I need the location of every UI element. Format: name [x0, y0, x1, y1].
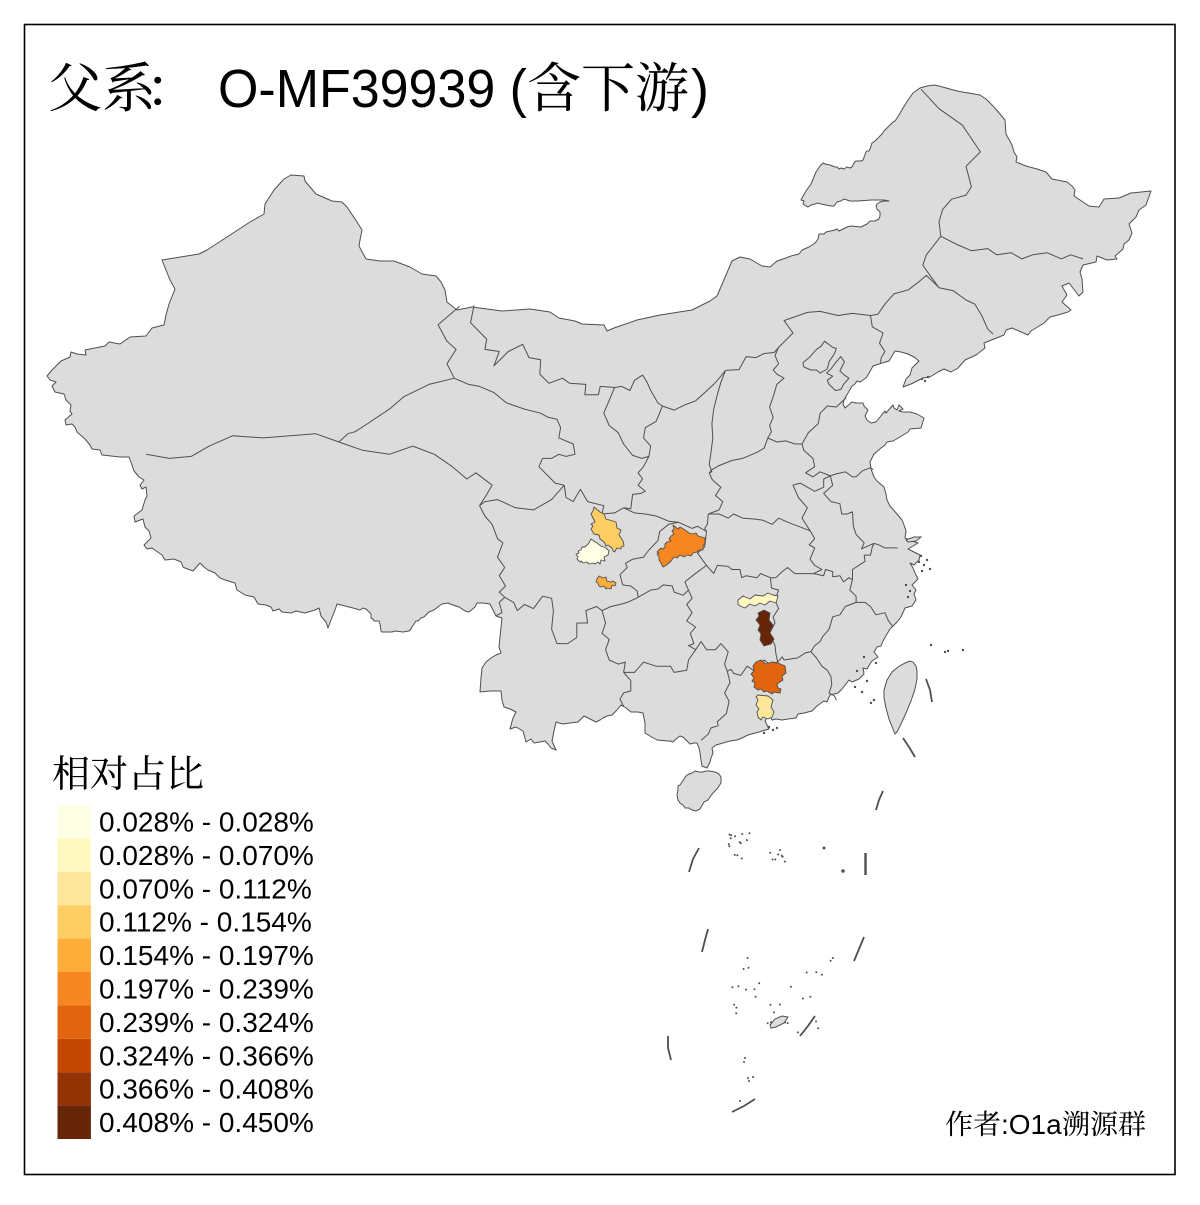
svg-text:0.070% - 0.112%: 0.070% - 0.112%: [99, 873, 312, 904]
svg-text:0.028% - 0.028%: 0.028% - 0.028%: [99, 807, 314, 838]
svg-text:0.408% - 0.450%: 0.408% - 0.450%: [99, 1107, 314, 1138]
svg-text:0.197% - 0.239%: 0.197% - 0.239%: [99, 974, 314, 1005]
svg-text:0.154% - 0.197%: 0.154% - 0.197%: [99, 940, 314, 971]
svg-text:0.028% - 0.070%: 0.028% - 0.070%: [99, 840, 314, 871]
svg-text:0.239% - 0.324%: 0.239% - 0.324%: [99, 1007, 314, 1038]
svg-text:O-MF39939 (: O-MF39939 (: [218, 59, 527, 119]
svg-text:): ): [691, 59, 709, 119]
svg-text:0.324% - 0.366%: 0.324% - 0.366%: [99, 1040, 314, 1071]
svg-text:0.366% - 0.408%: 0.366% - 0.408%: [99, 1074, 314, 1105]
svg-text:0.112% - 0.154%: 0.112% - 0.154%: [99, 907, 312, 938]
svg-text::O1a: :O1a: [1001, 1109, 1062, 1140]
